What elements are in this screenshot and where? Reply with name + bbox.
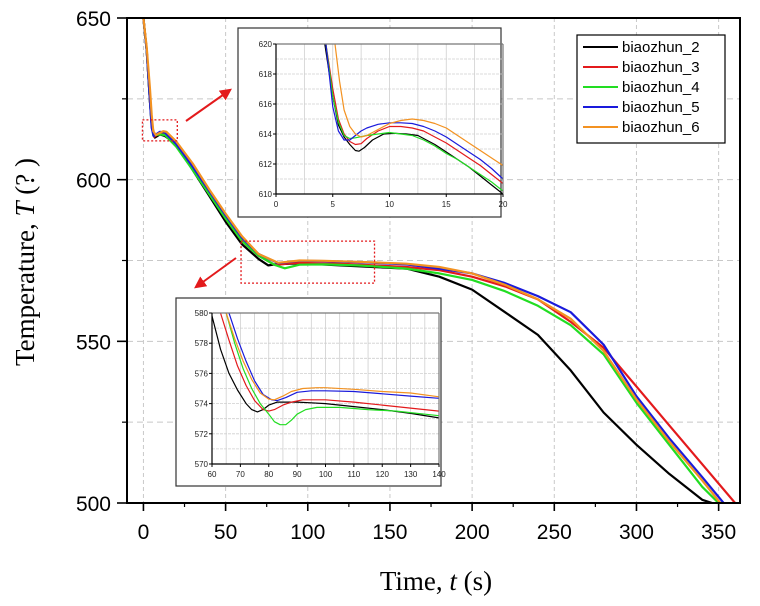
inset1-x-tick-label: 0 [274, 200, 279, 209]
inset2-x-tick-label: 70 [236, 470, 245, 479]
y-tick-label: 650 [76, 8, 111, 31]
inset2-x-tick-label: 140 [432, 470, 446, 479]
inset1-series-biaozhun-6 [334, 44, 503, 167]
inset1-x-tick-label: 5 [331, 200, 336, 209]
x-tick-label: 50 [214, 521, 237, 544]
x-axis-label-unit: (s) [457, 566, 492, 596]
y-tick-label: 550 [76, 331, 111, 354]
inset2-x-tick-label: 120 [376, 470, 390, 479]
inset1-y-tick-label: 620 [259, 40, 273, 49]
inset1-y-tick-label: 612 [259, 160, 273, 169]
inset2-y-tick-label: 570 [195, 460, 209, 469]
inset2-series-biaozhun-3 [219, 313, 439, 412]
x-axis-label: Time, t (s) [380, 566, 492, 596]
arrow-to-early-inset [185, 88, 232, 122]
y-tick-label: 600 [76, 170, 111, 193]
x-axis-label-symbol: t [449, 566, 458, 596]
inset1-y-tick-label: 614 [259, 130, 273, 139]
inset1-series-biaozhun-3 [325, 44, 503, 185]
inset2-x-tick-label: 90 [293, 470, 302, 479]
inset1-x-tick-label: 20 [499, 200, 508, 209]
inset2-x-tick-label: 110 [347, 470, 360, 479]
inset1-y-tick-label: 616 [259, 100, 273, 109]
legend-box [576, 34, 726, 144]
y-axis-label-text: Temperature, [10, 216, 40, 366]
legend-label-biaozhun-6: biaozhun_6 [622, 119, 700, 136]
x-axis-label-text: Time, [380, 566, 450, 596]
plateau-region-box [240, 240, 376, 284]
inset2-y-tick-label: 572 [195, 430, 209, 439]
x-tick-label: 100 [290, 521, 325, 544]
inset2-x-tick-label: 60 [208, 470, 217, 479]
inset2-series-biaozhun-5 [228, 313, 439, 402]
main-series [142, 18, 737, 503]
inset2-y-tick-label: 578 [195, 339, 209, 348]
zoom-region-boxes [141, 119, 376, 284]
zoom-arrows [185, 88, 237, 289]
x-tick-label: 200 [455, 521, 490, 544]
x-tick-label: 350 [701, 521, 736, 544]
inset2-series-biaozhun-2 [212, 315, 439, 419]
x-tick-label: 0 [138, 521, 150, 544]
inset2-series-biaozhun-4 [225, 313, 439, 426]
y-tick-label: 500 [76, 493, 111, 516]
legend-label-biaozhun-4: biaozhun_4 [622, 79, 700, 96]
legend-label-biaozhun-3: biaozhun_3 [622, 59, 700, 76]
legend: biaozhun_2 biaozhun_3 biaozhun_4 biaozhun_5… [576, 34, 726, 144]
inset1-series-biaozhun-4 [325, 44, 503, 192]
x-tick-label: 150 [372, 521, 407, 544]
inset2-series-biaozhun-6 [225, 313, 439, 401]
x-tick-label: 300 [619, 521, 654, 544]
y-axis-label-unit: (? ) [10, 158, 40, 201]
main-series-biaozhun-6 [142, 18, 722, 503]
inset2-x-tick-label: 100 [319, 470, 333, 479]
inset2-x-tick-label: 130 [404, 470, 418, 479]
inset2-y-tick-label: 576 [195, 369, 209, 378]
inset1-y-tick-label: 618 [259, 70, 273, 79]
inset1-x-tick-label: 15 [442, 200, 451, 209]
inset2-x-tick-label: 80 [264, 470, 273, 479]
legend-label-biaozhun-2: biaozhun_2 [622, 39, 700, 56]
early-dip-region-box [141, 119, 178, 142]
inset2-y-tick-label: 574 [195, 400, 209, 409]
y-axis-label-symbol: T [10, 199, 40, 216]
inset2-y-tick-label: 580 [195, 309, 209, 318]
inset1-frame [237, 27, 502, 218]
inset-early-dip: 0 5 10 15 20 610 612 614 616 618 620 [237, 27, 508, 218]
legend-label-biaozhun-5: biaozhun_5 [622, 99, 700, 116]
x-tick-label: 250 [537, 521, 572, 544]
inset-plateau: 60 70 80 90 100 110 120 130 140 570 572 574 576 578 58… [175, 297, 446, 487]
inset1-series-biaozhun-5 [325, 44, 503, 180]
y-axis-label: Temperature, T (? ) [10, 158, 40, 366]
inset1-y-tick-label: 610 [259, 190, 273, 199]
inset1-x-tick-label: 10 [385, 200, 394, 209]
arrow-to-plateau-inset [194, 257, 237, 289]
